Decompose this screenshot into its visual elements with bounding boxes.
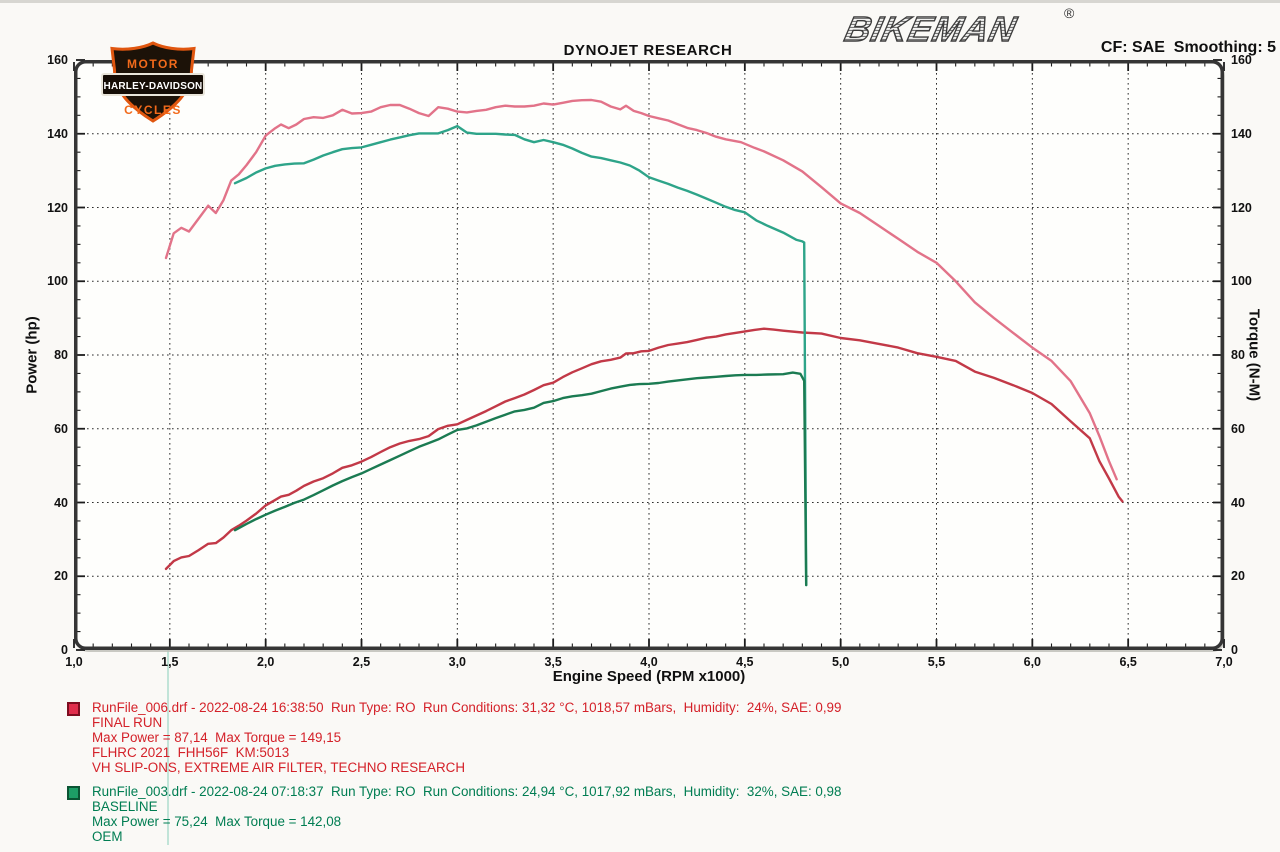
y-axis-title-power: Power (hp) [23, 316, 41, 394]
legend-line: BASELINE [92, 799, 158, 814]
scan-artifact-top [0, 0, 1280, 3]
x-tick-label: 5,5 [927, 655, 946, 669]
plot-background [76, 62, 1222, 648]
y-tick-label-right: 0 [1231, 643, 1238, 657]
x-tick-label: 1,0 [65, 655, 83, 669]
x-tick-label: 7,0 [1215, 655, 1233, 669]
y-tick-label-right: 60 [1231, 421, 1245, 436]
legend-run-final: RunFile_006.drf - 2022-08-24 16:38:50 Ru… [67, 700, 1227, 775]
legend-line: Max Power = 87,14 Max Torque = 149,15 [92, 730, 342, 745]
bikeman-logo: BIKEMAN ® [840, 5, 1075, 50]
correction-settings: CF: SAE Smoothing: 5 [1100, 39, 1276, 56]
legend-line: Max Power = 75,24 Max Torque = 142,08 [92, 814, 342, 829]
legend-swatch-icon [67, 702, 80, 716]
x-tick-label: 1,5 [161, 655, 179, 669]
x-tick-label: 4,0 [640, 655, 658, 669]
legend-lines: RunFile_006.drf - 2022-08-24 16:38:50 Ru… [92, 700, 1227, 775]
page-title: DYNOJET RESEARCH [563, 42, 733, 59]
y-tick-label-right: 100 [1231, 274, 1252, 289]
legend: RunFile_006.drf - 2022-08-24 16:38:50 Ru… [67, 700, 1227, 852]
y-tick-label-right: 40 [1231, 495, 1245, 510]
y-tick-label-left: 20 [54, 569, 68, 584]
curve-baseline-power [233, 371, 808, 587]
x-tick-label: 2,5 [352, 655, 371, 669]
y-tick-label-right: 20 [1231, 569, 1245, 584]
y-tick-label-left: 140 [47, 126, 68, 141]
x-tick-label: 2,0 [256, 655, 275, 669]
x-tick-label: 4,5 [736, 655, 754, 669]
harley-davidson-logo: MOTOR HARLEY-DAVIDSON CYCLES [101, 41, 205, 123]
y-tick-label-left: 160 [47, 53, 68, 67]
y-axis-title-torque: Torque (N-M) [1245, 308, 1263, 402]
y-tick-label-right: 120 [1231, 200, 1252, 215]
legend-lines: RunFile_003.drf - 2022-08-24 07:18:37 Ru… [92, 784, 1227, 844]
y-tick-label-left: 80 [54, 348, 68, 362]
y-tick-label-left: 100 [47, 274, 68, 289]
y-tick-label-left: 120 [47, 200, 68, 215]
legend-line: OEM [92, 829, 123, 844]
hd-logo-middle-text: HARLEY-DAVIDSON [104, 81, 203, 92]
plot-svg [73, 59, 1225, 652]
legend-line: VH SLIP-ONS, EXTREME AIR FILTER, TECHNO … [92, 760, 466, 775]
legend-run-baseline: RunFile_003.drf - 2022-08-24 07:18:37 Ru… [67, 784, 1227, 844]
x-tick-label: 6,5 [1119, 655, 1137, 669]
y-tick-label-left: 40 [54, 495, 68, 510]
curve-baseline-torque [233, 124, 808, 587]
y-tick-label-right: 80 [1231, 348, 1245, 362]
x-tick-label: 6,0 [1023, 655, 1042, 669]
hd-bar-shape [101, 73, 205, 96]
hd-logo-bottom-text: CYCLES [124, 103, 182, 117]
plot-border [74, 60, 1224, 650]
y-tick-label-left: 0 [61, 643, 68, 657]
legend-swatch-icon [67, 786, 80, 800]
curve-final-run-power [164, 327, 1124, 571]
x-tick-label: 3,5 [544, 655, 562, 669]
legend-line: RunFile_006.drf - 2022-08-24 16:38:50 Ru… [92, 700, 842, 715]
x-tick-label: 5,0 [831, 655, 850, 669]
bikeman-logo-text: BIKEMAN [841, 9, 1021, 48]
legend-line: RunFile_003.drf - 2022-08-24 07:18:37 Ru… [92, 784, 842, 799]
y-tick-label-left: 60 [54, 421, 68, 436]
hd-logo-top-text: MOTOR [127, 57, 179, 71]
legend-line: FLHRC 2021 FHH56F KM:5013 [92, 745, 290, 760]
legend-line: FINAL RUN [92, 715, 163, 730]
y-tick-label-right: 140 [1231, 126, 1252, 141]
curve-final-run-torque [164, 98, 1118, 481]
x-axis-title: Engine Speed (RPM x1000) [552, 668, 746, 685]
registered-mark-icon: ® [1064, 5, 1075, 21]
x-tick-label: 3,0 [448, 655, 467, 669]
